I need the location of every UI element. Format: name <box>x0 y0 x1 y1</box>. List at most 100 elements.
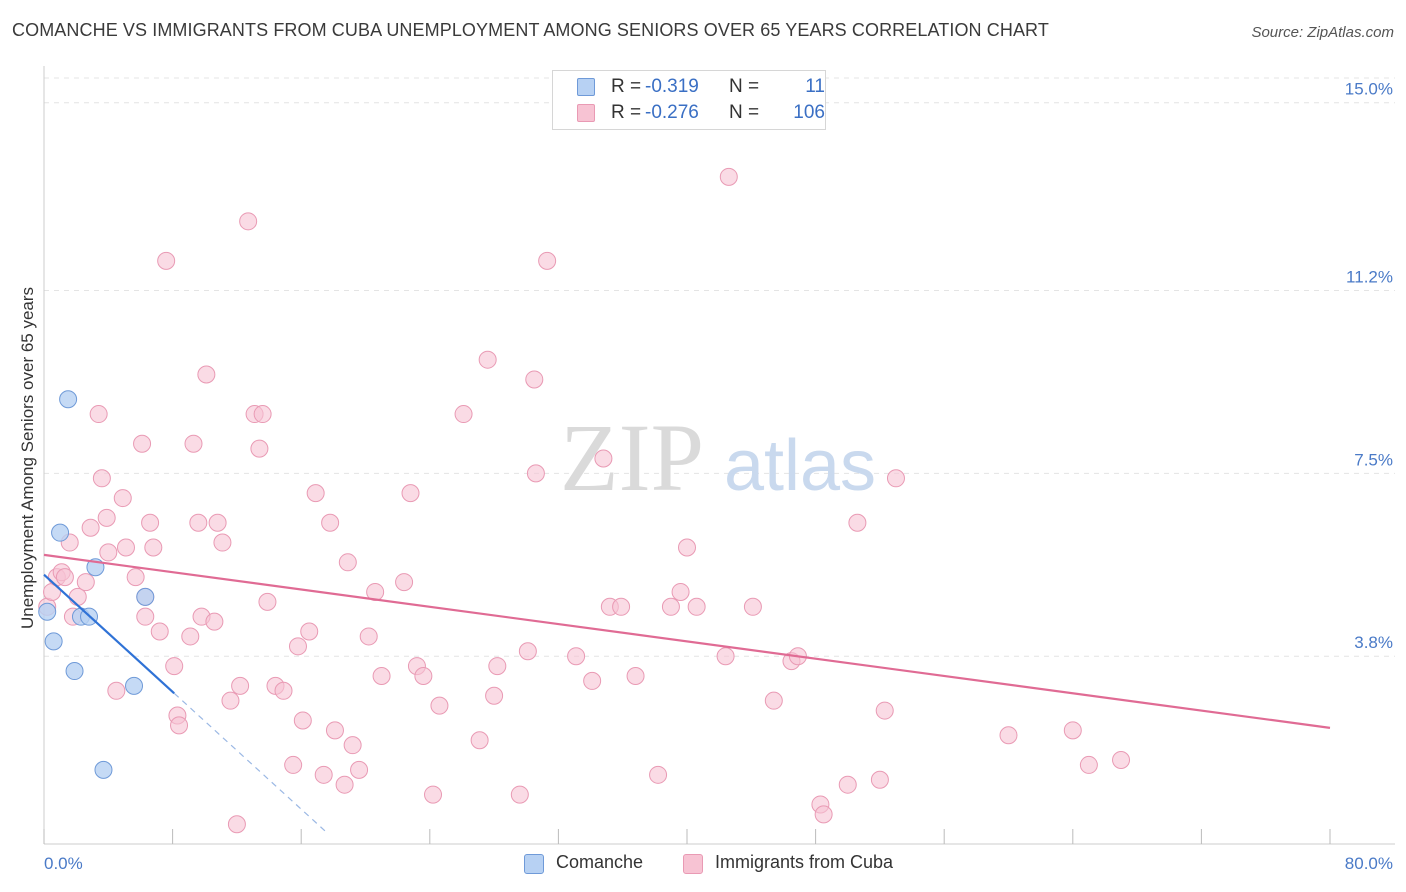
data-point-cuba <box>1079 755 1098 774</box>
data-point-comanche <box>136 587 155 606</box>
data-point-cuba <box>848 513 867 532</box>
legend-r-label: R = <box>611 76 642 97</box>
data-point-cuba <box>414 666 433 685</box>
data-point-cuba <box>814 805 833 824</box>
bottom-legend-swatch-comanche <box>524 854 544 874</box>
data-point-cuba <box>208 513 227 532</box>
data-point-cuba <box>189 513 208 532</box>
data-point-cuba <box>116 538 135 557</box>
data-point-cuba <box>526 464 545 483</box>
data-point-cuba <box>338 553 357 572</box>
data-point-cuba <box>258 592 277 611</box>
data-point-cuba <box>567 647 586 666</box>
y-axis-label: Unemployment Among Seniors over 65 years <box>18 287 37 629</box>
data-point-cuba <box>343 736 362 755</box>
gridlines <box>44 77 1395 657</box>
legend: R = -0.319 N = 11 R = -0.276 N = 106 <box>552 70 826 130</box>
data-point-cuba <box>113 489 132 508</box>
data-point-cuba <box>321 513 340 532</box>
legend-n-value: 11 <box>805 76 825 97</box>
x-tick-label-max: 80.0% <box>1345 854 1393 873</box>
data-point-cuba <box>157 251 176 270</box>
data-point-cuba <box>55 568 74 587</box>
data-point-cuba <box>107 681 126 700</box>
data-point-cuba <box>325 721 344 740</box>
data-point-cuba <box>764 691 783 710</box>
data-point-cuba <box>999 726 1018 745</box>
data-point-cuba <box>395 573 414 592</box>
data-point-cuba <box>144 538 163 557</box>
data-point-comanche <box>44 632 63 651</box>
data-point-cuba <box>716 647 735 666</box>
legend-swatch-comanche <box>577 78 595 96</box>
source-label: Source: ZipAtlas.com <box>1251 24 1394 41</box>
bottom-legend-label-comanche: Comanche <box>556 852 644 872</box>
data-point-cuba <box>538 251 557 270</box>
data-point-cuba <box>284 755 303 774</box>
data-point-cuba <box>350 760 369 779</box>
data-point-cuba <box>372 666 391 685</box>
y-tick-label: 11.2% <box>1346 268 1393 287</box>
data-point-cuba <box>612 597 631 616</box>
data-point-cuba <box>306 484 325 503</box>
data-point-cuba <box>150 622 169 641</box>
y-tick-label: 15.0% <box>1345 80 1393 99</box>
data-point-cuba <box>141 513 160 532</box>
data-point-cuba <box>126 568 145 587</box>
data-point-cuba <box>136 607 155 626</box>
data-point-cuba <box>678 538 696 557</box>
trend-line-cuba <box>43 553 1331 729</box>
trend-line-comanche-extension <box>173 692 329 835</box>
chart-title: COMANCHE VS IMMIGRANTS FROM CUBA UNEMPLO… <box>12 20 1049 40</box>
data-point-cuba <box>359 627 378 646</box>
data-point-cuba <box>661 597 680 616</box>
data-point-cuba <box>133 434 152 453</box>
data-point-cuba <box>253 405 272 424</box>
data-point-cuba <box>213 533 232 552</box>
data-point-cuba <box>886 469 905 488</box>
data-point-cuba <box>239 212 258 231</box>
data-point-comanche <box>59 390 78 409</box>
watermark-zip: ZIP <box>560 404 704 511</box>
data-point-cuba <box>454 405 473 424</box>
data-point-cuba <box>288 637 307 656</box>
data-point-cuba <box>81 518 100 537</box>
data-point-cuba <box>205 612 224 631</box>
legend-n-value: 106 <box>793 102 825 123</box>
legend-r-value: -0.319 <box>645 76 699 97</box>
data-point-cuba <box>1063 721 1082 740</box>
data-point-cuba <box>221 691 240 710</box>
data-point-cuba <box>510 785 529 804</box>
data-point-cuba <box>227 815 246 834</box>
data-point-cuba <box>424 785 443 804</box>
data-point-cuba <box>470 731 489 750</box>
data-point-cuba <box>97 508 116 527</box>
bottom-legend-label-cuba: Immigrants from Cuba <box>715 852 894 872</box>
data-point-cuba <box>274 681 293 700</box>
trend-line-comanche <box>43 573 175 695</box>
data-point-cuba <box>687 597 706 616</box>
data-point-cuba <box>99 543 118 562</box>
legend-r-label: R = <box>611 102 642 123</box>
data-point-cuba <box>485 686 504 705</box>
watermark: ZIP atlas <box>560 404 876 511</box>
data-point-comanche <box>125 676 144 695</box>
data-point-cuba <box>184 434 203 453</box>
data-point-comanche <box>65 662 84 681</box>
data-point-cuba <box>165 657 184 676</box>
data-point-comanche <box>94 760 113 779</box>
data-point-cuba <box>181 627 200 646</box>
data-point-cuba <box>875 701 894 720</box>
bottom-legend-swatch-cuba <box>683 854 703 874</box>
data-point-cuba <box>583 671 602 690</box>
data-point-cuba <box>401 484 420 503</box>
data-point-cuba <box>743 597 762 616</box>
data-point-cuba <box>594 449 613 468</box>
data-point-cuba <box>68 587 87 606</box>
y-tick-label: 3.8% <box>1354 633 1393 652</box>
data-point-cuba <box>76 573 95 592</box>
data-point-cuba <box>92 469 111 488</box>
watermark-atlas: atlas <box>724 426 876 506</box>
data-point-cuba <box>250 439 269 458</box>
